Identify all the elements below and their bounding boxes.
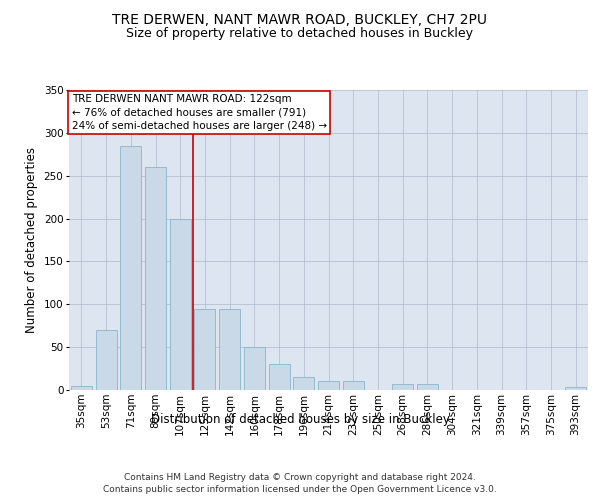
Bar: [417, 384, 438, 390]
Y-axis label: Number of detached properties: Number of detached properties: [25, 147, 38, 333]
Bar: [269, 364, 290, 390]
Text: TRE DERWEN, NANT MAWR ROAD, BUCKLEY, CH7 2PU: TRE DERWEN, NANT MAWR ROAD, BUCKLEY, CH7…: [113, 12, 487, 26]
Text: Size of property relative to detached houses in Buckley: Size of property relative to detached ho…: [127, 28, 473, 40]
Bar: [392, 384, 413, 390]
Text: Contains public sector information licensed under the Open Government Licence v3: Contains public sector information licen…: [103, 485, 497, 494]
Bar: [71, 386, 92, 390]
Bar: [145, 167, 166, 390]
Bar: [244, 347, 265, 390]
Bar: [120, 146, 141, 390]
Bar: [318, 382, 339, 390]
Text: Contains HM Land Registry data © Crown copyright and database right 2024.: Contains HM Land Registry data © Crown c…: [124, 472, 476, 482]
Bar: [565, 386, 586, 390]
Text: Distribution of detached houses by size in Buckley: Distribution of detached houses by size …: [151, 412, 449, 426]
Bar: [194, 308, 215, 390]
Text: TRE DERWEN NANT MAWR ROAD: 122sqm
← 76% of detached houses are smaller (791)
24%: TRE DERWEN NANT MAWR ROAD: 122sqm ← 76% …: [71, 94, 327, 131]
Bar: [170, 218, 191, 390]
Bar: [219, 308, 240, 390]
Bar: [293, 377, 314, 390]
Bar: [95, 330, 116, 390]
Bar: [343, 382, 364, 390]
